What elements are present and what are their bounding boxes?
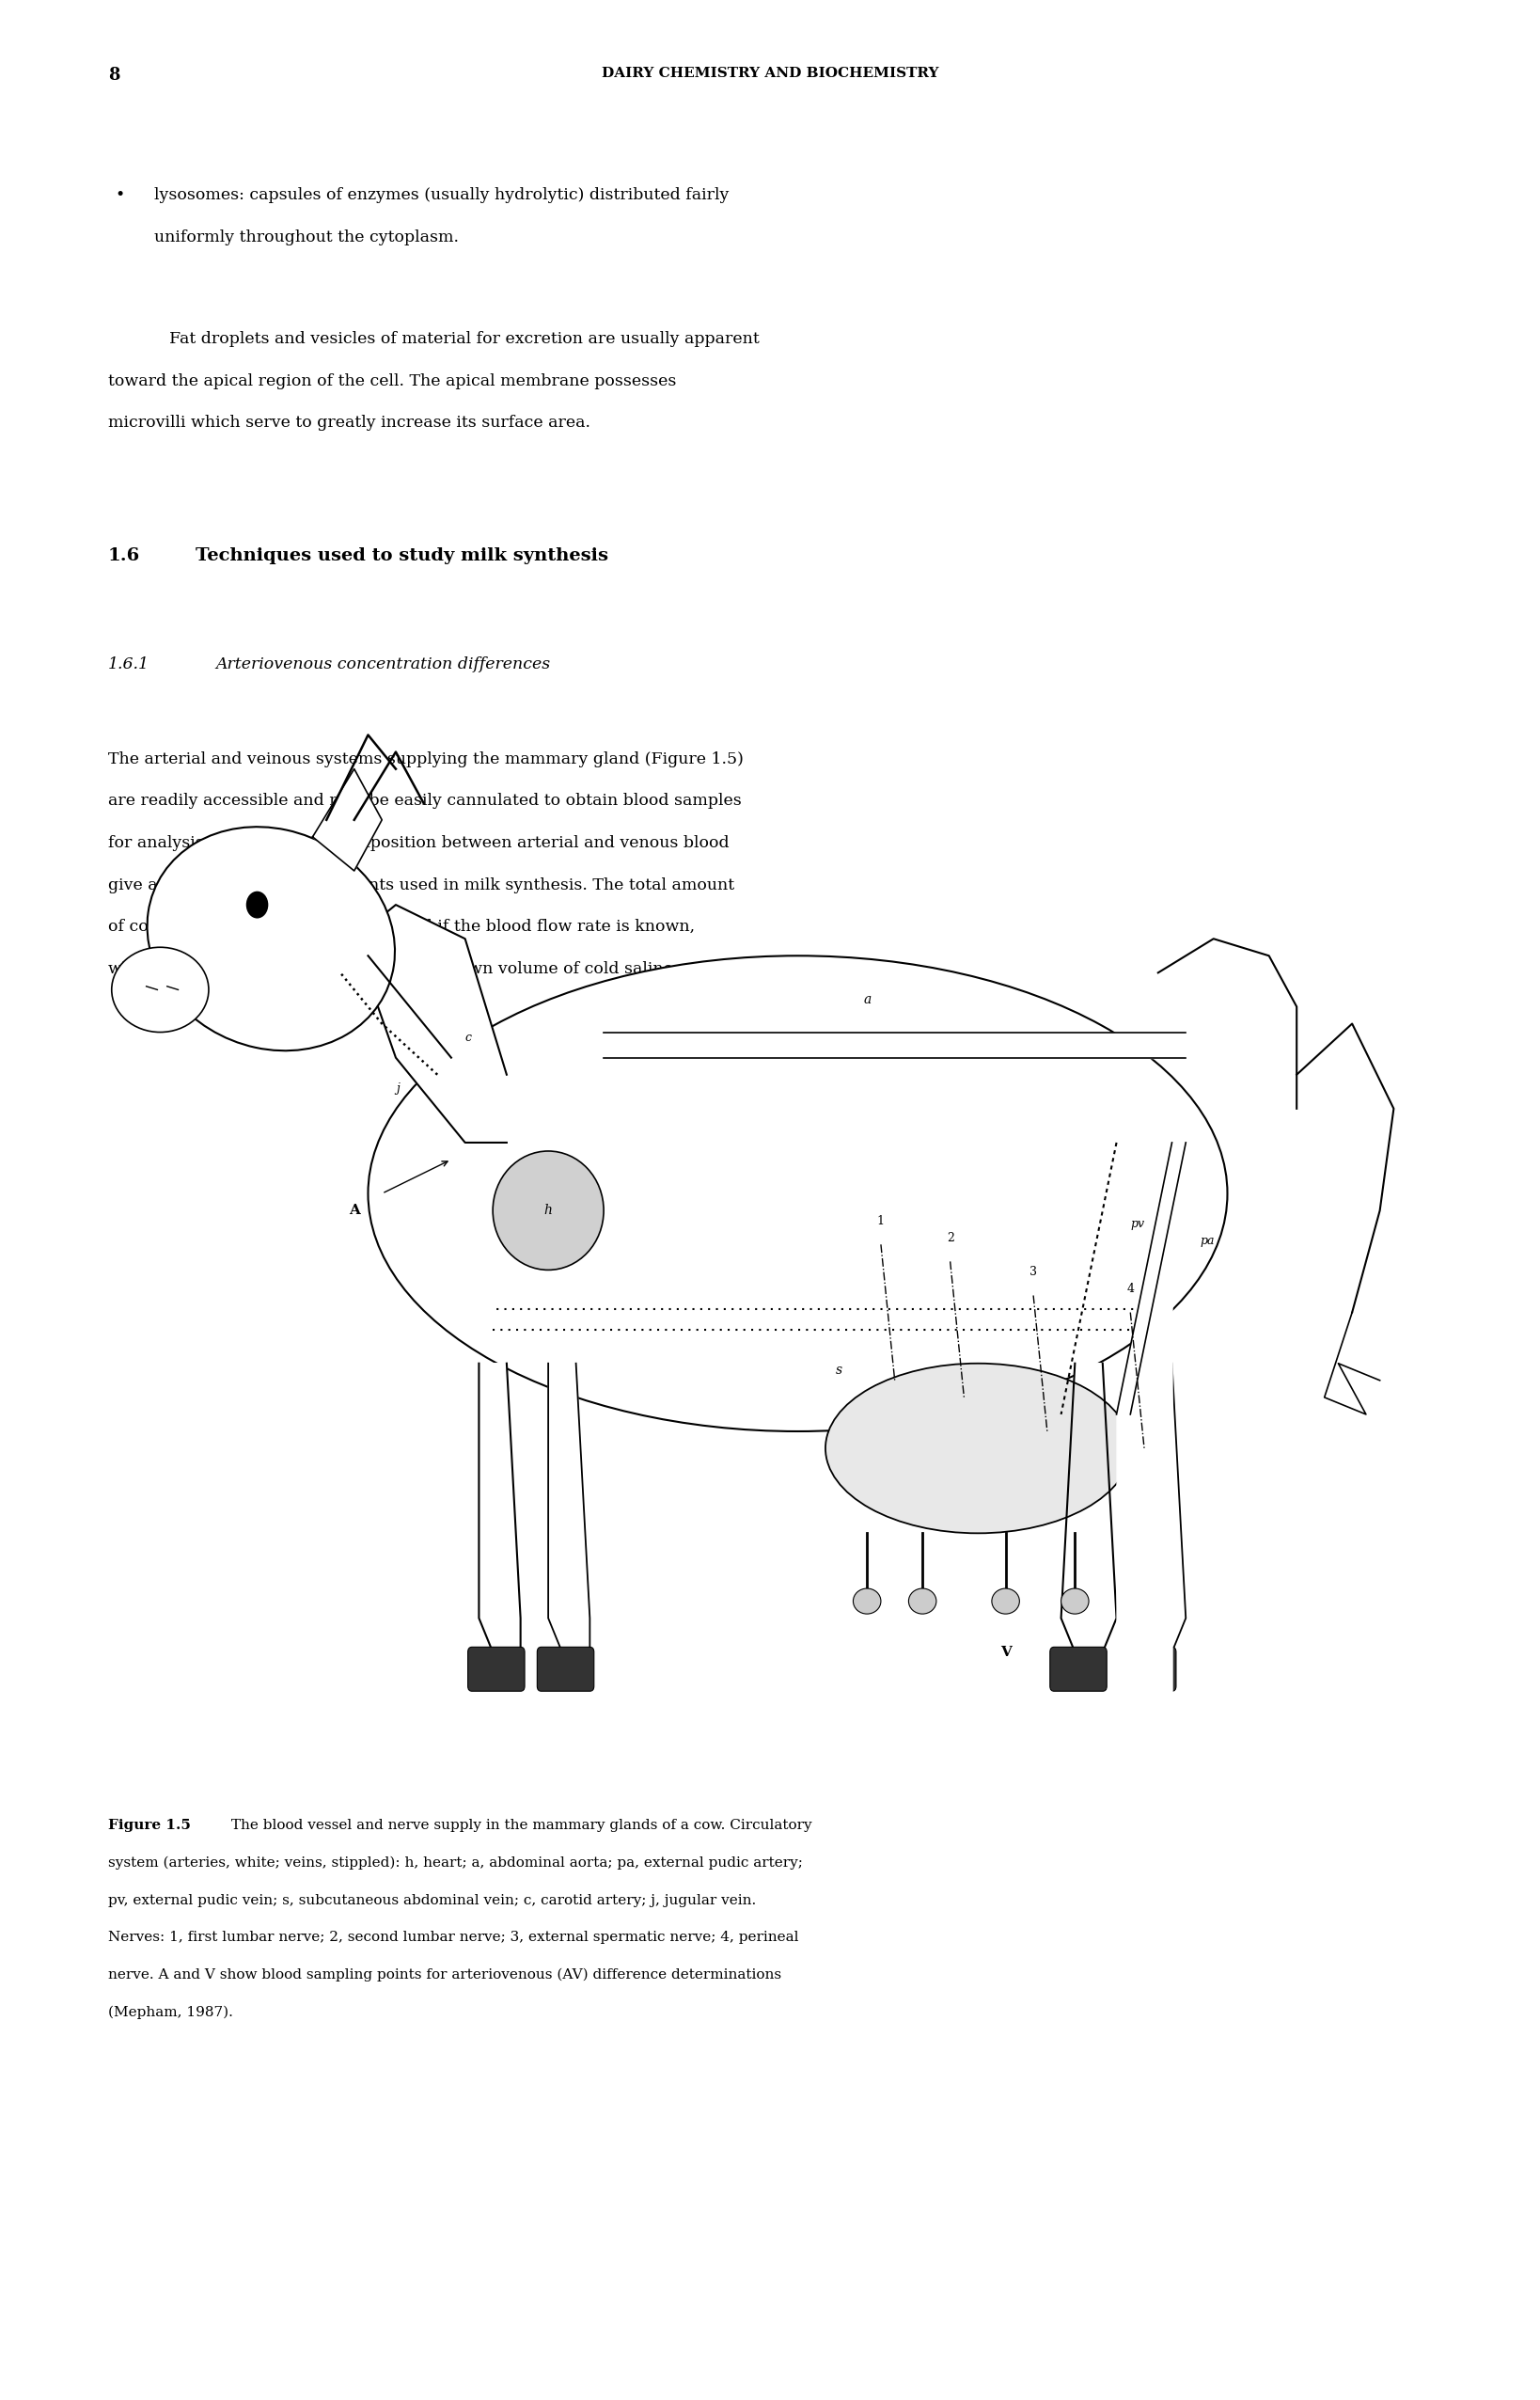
Text: 3: 3 [1030,1267,1036,1279]
Polygon shape [313,768,382,871]
Circle shape [246,890,268,919]
Ellipse shape [909,1589,936,1613]
Text: pa: pa [1200,1236,1214,1248]
Text: s: s [836,1363,842,1378]
Text: are readily accessible and may be easily cannulated to obtain blood samples: are readily accessible and may be easily… [108,794,741,809]
Ellipse shape [825,1363,1130,1534]
Text: (Mepham, 1987).: (Mepham, 1987). [108,2006,233,2018]
Ellipse shape [368,955,1227,1430]
Ellipse shape [111,948,209,1032]
Text: 4: 4 [1127,1284,1133,1296]
Text: give a measure of the constituents used in milk synthesis. The total amount: give a measure of the constituents used … [108,878,735,893]
Text: The blood vessel and nerve supply in the mammary glands of a cow. Circulatory: The blood vessel and nerve supply in the… [226,1819,812,1831]
Text: 1.6.1: 1.6.1 [108,658,149,672]
Text: j: j [396,1082,399,1094]
Text: nerve. A and V show blood sampling points for arteriovenous (AV) difference dete: nerve. A and V show blood sampling point… [108,1968,781,1982]
Ellipse shape [148,828,394,1051]
Ellipse shape [992,1589,1019,1613]
Text: for analysis. Differences in composition between arterial and venous blood: for analysis. Differences in composition… [108,835,728,852]
Polygon shape [479,1363,521,1651]
Text: c: c [465,1032,471,1044]
Text: Fat droplets and vesicles of material for excretion are usually apparent: Fat droplets and vesicles of material fo… [169,331,759,348]
Text: DAIRY CHEMISTRY AND BIOCHEMISTRY: DAIRY CHEMISTRY AND BIOCHEMISTRY [602,67,938,79]
Polygon shape [354,905,507,1142]
Text: lysosomes: capsules of enzymes (usually hydrolytic) distributed fairly: lysosomes: capsules of enzymes (usually … [154,187,728,204]
Polygon shape [1061,1363,1116,1651]
Text: uniformly throughout the cytoplasm.: uniformly throughout the cytoplasm. [154,230,459,245]
Text: which may be easily done by infusing a known volume of cold saline: which may be easily done by infusing a k… [108,962,673,977]
Text: a: a [862,994,872,1006]
Text: Figure 1.5: Figure 1.5 [108,1819,191,1831]
Text: Nerves: 1, first lumbar nerve; 2, second lumbar nerve; 3, external spermatic ner: Nerves: 1, first lumbar nerve; 2, second… [108,1930,798,1944]
Text: Techniques used to study milk synthesis: Techniques used to study milk synthesis [196,547,608,564]
FancyBboxPatch shape [1050,1646,1107,1692]
Text: toward the apical region of the cell. The apical membrane possesses: toward the apical region of the cell. Th… [108,372,676,389]
Text: pv: pv [1130,1219,1144,1231]
Text: pv, external pudic vein; s, subcutaneous abdominal vein; c, carotid artery; j, j: pv, external pudic vein; s, subcutaneous… [108,1894,756,1906]
Text: Arteriovenous concentration differences: Arteriovenous concentration differences [216,658,550,672]
Text: of constituent used may be determined if the blood flow rate is known,: of constituent used may be determined if… [108,919,695,936]
FancyBboxPatch shape [468,1646,525,1692]
Text: The arterial and veinous systems supplying the mammary gland (Figure 1.5): The arterial and veinous systems supplyi… [108,751,744,768]
FancyBboxPatch shape [537,1646,594,1692]
Text: V: V [999,1646,1012,1658]
Text: 2: 2 [947,1231,953,1246]
Text: •: • [116,187,125,204]
Polygon shape [548,1363,590,1651]
Text: 1.6: 1.6 [108,547,140,564]
Text: system (arteries, white; veins, stippled): h, heart; a, abdominal aorta; pa, ext: system (arteries, white; veins, stippled… [108,1858,802,1870]
Text: 1: 1 [878,1214,884,1226]
Polygon shape [1130,1363,1186,1651]
Ellipse shape [853,1589,881,1613]
Text: h: h [544,1205,553,1217]
Text: A: A [348,1205,360,1217]
Ellipse shape [493,1152,604,1270]
Ellipse shape [1061,1589,1089,1613]
Text: 8: 8 [108,67,120,84]
Text: microvilli which serve to greatly increase its surface area.: microvilli which serve to greatly increa… [108,415,590,432]
FancyBboxPatch shape [1120,1646,1177,1692]
